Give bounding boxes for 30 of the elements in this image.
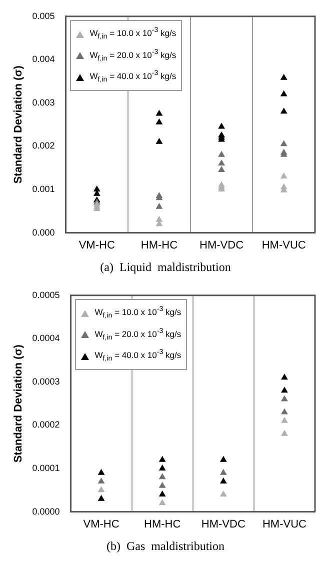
y-tick-label: 0.0002 [32, 420, 60, 430]
y-tick-label: 0.000 [32, 227, 55, 238]
y-axis-title: Standard Deviation (σ) [12, 65, 25, 184]
x-tick-label: VM-HC [83, 518, 120, 530]
y-tick-label: 0.005 [32, 10, 55, 21]
y-tick-label: 0.0001 [32, 463, 60, 474]
legend-label: W$_{f,in}$ = 10.0 x 10$^{-3}$ kg/s [90, 25, 176, 43]
text: (b) Gas maldistribution [106, 539, 226, 554]
legend-label: W$_{f,in}$ = 20.0 x 10$^{-3}$ kg/s [94, 326, 182, 344]
x-tick-label: HM-VDC [201, 518, 246, 530]
y-tick-label: 0.0000 [32, 506, 60, 516]
y-axis-title: Standard Deviation (σ) [12, 344, 25, 463]
y-tick-label: 0.002 [32, 140, 55, 151]
x-tick-label: VM-HC [78, 239, 115, 252]
x-tick-label: HM-HC [144, 518, 181, 530]
x-tick-label: HM-VUC [262, 518, 307, 530]
legend-label: W$_{f,in}$ = 20.0 x 10$^{-3}$ kg/s [90, 46, 176, 64]
y-tick-label: 0.0005 [32, 290, 60, 300]
legend-label: W$_{f,in}$ = 40.0 x 10$^{-3}$ kg/s [94, 347, 182, 365]
y-tick-label: 0.003 [32, 97, 55, 108]
text: (a) Liquid maldistribution [99, 260, 232, 275]
x-tick-label: HM-VUC [262, 239, 306, 252]
x-tick-label: HM-HC [140, 239, 178, 252]
y-tick-label: 0.004 [32, 54, 55, 64]
legend-label: W$_{f,in}$ = 40.0 x 10$^{-3}$ kg/s [90, 68, 176, 86]
legend-label: W$_{f,in}$ = 10.0 x 10$^{-3}$ kg/s [94, 304, 182, 322]
x-tick-label: HM-VDC [200, 239, 244, 252]
y-tick-label: 0.001 [32, 184, 55, 194]
y-tick-label: 0.0003 [32, 376, 60, 386]
y-tick-label: 0.0004 [32, 333, 60, 344]
